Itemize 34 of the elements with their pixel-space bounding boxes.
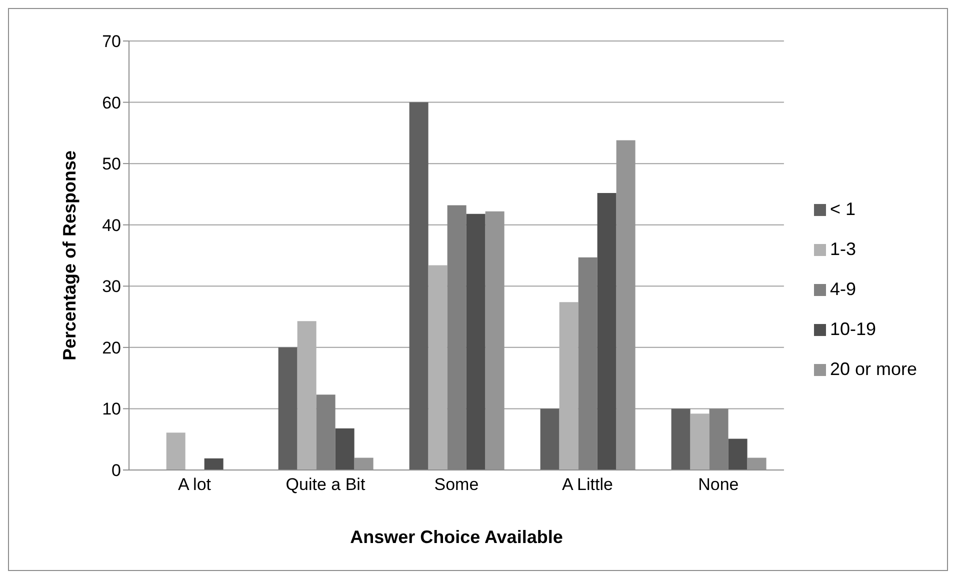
x-tick-label: Some bbox=[434, 475, 479, 494]
bar bbox=[690, 414, 710, 470]
bar bbox=[428, 265, 448, 470]
y-tick-label: 0 bbox=[112, 461, 121, 480]
bar bbox=[278, 347, 298, 470]
y-axis-title: Percentage of Response bbox=[59, 150, 80, 361]
bar bbox=[728, 438, 748, 470]
y-tick-label: 60 bbox=[102, 93, 121, 112]
bar bbox=[466, 214, 486, 470]
y-tick-label: 10 bbox=[102, 400, 121, 419]
x-tick-label: A lot bbox=[178, 475, 212, 494]
y-tick-label: 50 bbox=[102, 154, 121, 174]
legend-label: 4-9 bbox=[830, 278, 856, 298]
y-tick-label: 20 bbox=[102, 338, 121, 358]
legend-label: < 1 bbox=[830, 198, 856, 218]
x-tick-label: Quite a Bit bbox=[286, 475, 366, 494]
bar bbox=[597, 192, 616, 470]
bar bbox=[297, 321, 316, 470]
legend-label: 20 or more bbox=[830, 358, 917, 378]
y-tick-label: 70 bbox=[102, 32, 121, 52]
bar bbox=[166, 432, 186, 470]
bar bbox=[540, 408, 560, 470]
legend-label: 1-3 bbox=[830, 238, 856, 258]
x-tick-label: None bbox=[698, 475, 739, 494]
bar bbox=[204, 458, 224, 470]
x-axis-title: Answer Choice Available bbox=[350, 526, 563, 547]
legend-label: 10-19 bbox=[830, 318, 876, 338]
bar bbox=[335, 428, 354, 470]
bar bbox=[671, 408, 690, 470]
x-tick-label: A Little bbox=[562, 475, 613, 494]
y-tick-label: 30 bbox=[102, 277, 121, 296]
bar bbox=[559, 302, 578, 470]
y-tick-label: 40 bbox=[102, 216, 121, 235]
bar bbox=[409, 102, 428, 470]
